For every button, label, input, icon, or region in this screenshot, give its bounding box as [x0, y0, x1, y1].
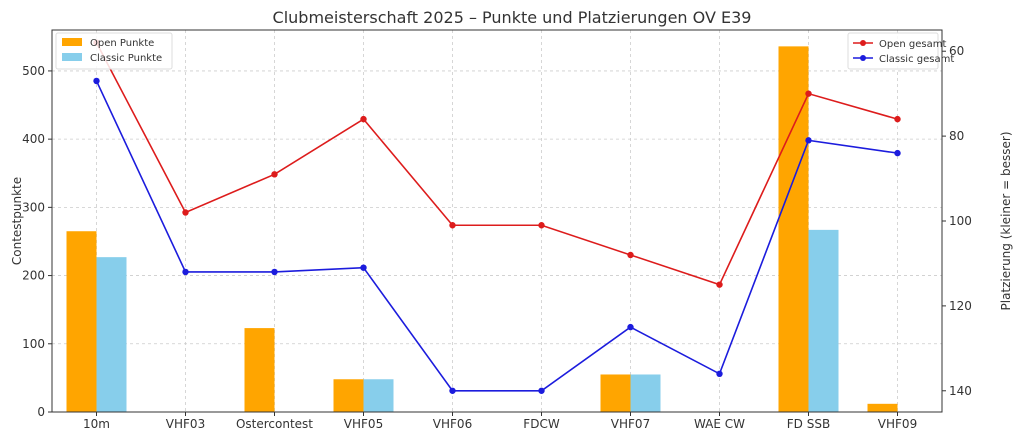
series-point — [805, 137, 812, 144]
y2-tick-label: 80 — [949, 129, 964, 143]
series-point — [716, 281, 723, 288]
series-point — [271, 268, 278, 276]
series-point — [805, 90, 812, 97]
x-tick-label: WAE CW — [694, 417, 745, 431]
series-point — [894, 115, 901, 123]
x-tick-label: VHF03 — [166, 417, 205, 431]
legend-swatch — [62, 53, 82, 61]
legend-swatch — [62, 38, 82, 46]
bar-classic — [96, 257, 127, 412]
series-point — [627, 251, 634, 259]
y-tick-label: 100 — [22, 337, 45, 351]
bar-classic — [363, 379, 394, 412]
chart-title: Clubmeisterschaft 2025 – Punkte und Plat… — [273, 8, 752, 27]
series-point — [182, 209, 189, 216]
x-tick-label: FDCW — [523, 417, 560, 431]
lines — [93, 39, 901, 394]
x-tick-label: FD SSB — [787, 417, 830, 431]
bar-classic — [808, 229, 839, 412]
bar-open — [333, 379, 364, 412]
series-line-open — [95, 42, 898, 286]
y-tick-label: 300 — [22, 200, 45, 214]
y2-tick-label: 120 — [949, 299, 972, 313]
series-point — [182, 268, 189, 276]
x-tick-label: VHF07 — [611, 417, 650, 431]
legend-marker — [860, 40, 866, 46]
bar-classic — [630, 374, 661, 412]
series-point — [360, 115, 367, 123]
y2-tick-label: 100 — [949, 214, 972, 228]
x-tick-label: Ostercontest — [236, 417, 313, 431]
legend-label: Classic gesamt — [879, 54, 954, 65]
series-point — [716, 370, 723, 377]
y-axis-label: Contestpunkte — [10, 177, 24, 265]
series-point — [93, 77, 100, 85]
legend-box — [847, 32, 939, 70]
bar-open — [66, 231, 97, 412]
x-tick-label: VHF05 — [344, 417, 383, 431]
y-axis-right: 60 80 100 120 140 — [942, 44, 972, 398]
y-tick-label: 400 — [22, 132, 45, 146]
y2-axis-label: Platzierung (kleiner = besser) — [999, 131, 1013, 310]
y-tick-label: 200 — [22, 269, 45, 283]
bar-open — [600, 374, 631, 412]
legend-lines: Open gesamt Classic gesamt — [847, 32, 954, 70]
legend-bars: Open Punkte Classic Punkte — [55, 32, 173, 70]
bar-open — [778, 46, 809, 412]
legend-box — [55, 32, 173, 70]
x-axis: 10m VHF03 Ostercontest VHF05 VHF06 FDCW VHF07 W… — [83, 412, 917, 431]
bar-open — [867, 403, 898, 412]
y2-tick-label: 140 — [949, 384, 972, 398]
x-tick-label: 10m — [83, 417, 110, 431]
bar-open — [244, 328, 275, 412]
y-tick-label: 0 — [37, 405, 45, 419]
bars — [66, 46, 898, 412]
y-axis-left: 0 100 200 300 400 500 — [22, 64, 52, 419]
y-tick-label: 500 — [22, 64, 45, 78]
series-point — [360, 264, 367, 271]
legend-label: Open gesamt — [879, 39, 946, 50]
legend-label: Classic Punkte — [90, 53, 162, 64]
series-point — [894, 149, 901, 157]
legend-label: Open Punkte — [90, 38, 154, 49]
x-tick-label: VHF06 — [433, 417, 472, 431]
series-point — [449, 387, 456, 394]
series-point — [271, 171, 278, 178]
y2-tick-label: 60 — [949, 44, 964, 58]
series-point — [538, 222, 545, 229]
x-tick-label: VHF09 — [878, 417, 917, 431]
series-point — [538, 387, 545, 394]
series-point — [449, 222, 456, 229]
series-line-classic — [95, 80, 898, 392]
legend-marker — [860, 55, 866, 61]
series-point — [627, 323, 634, 331]
